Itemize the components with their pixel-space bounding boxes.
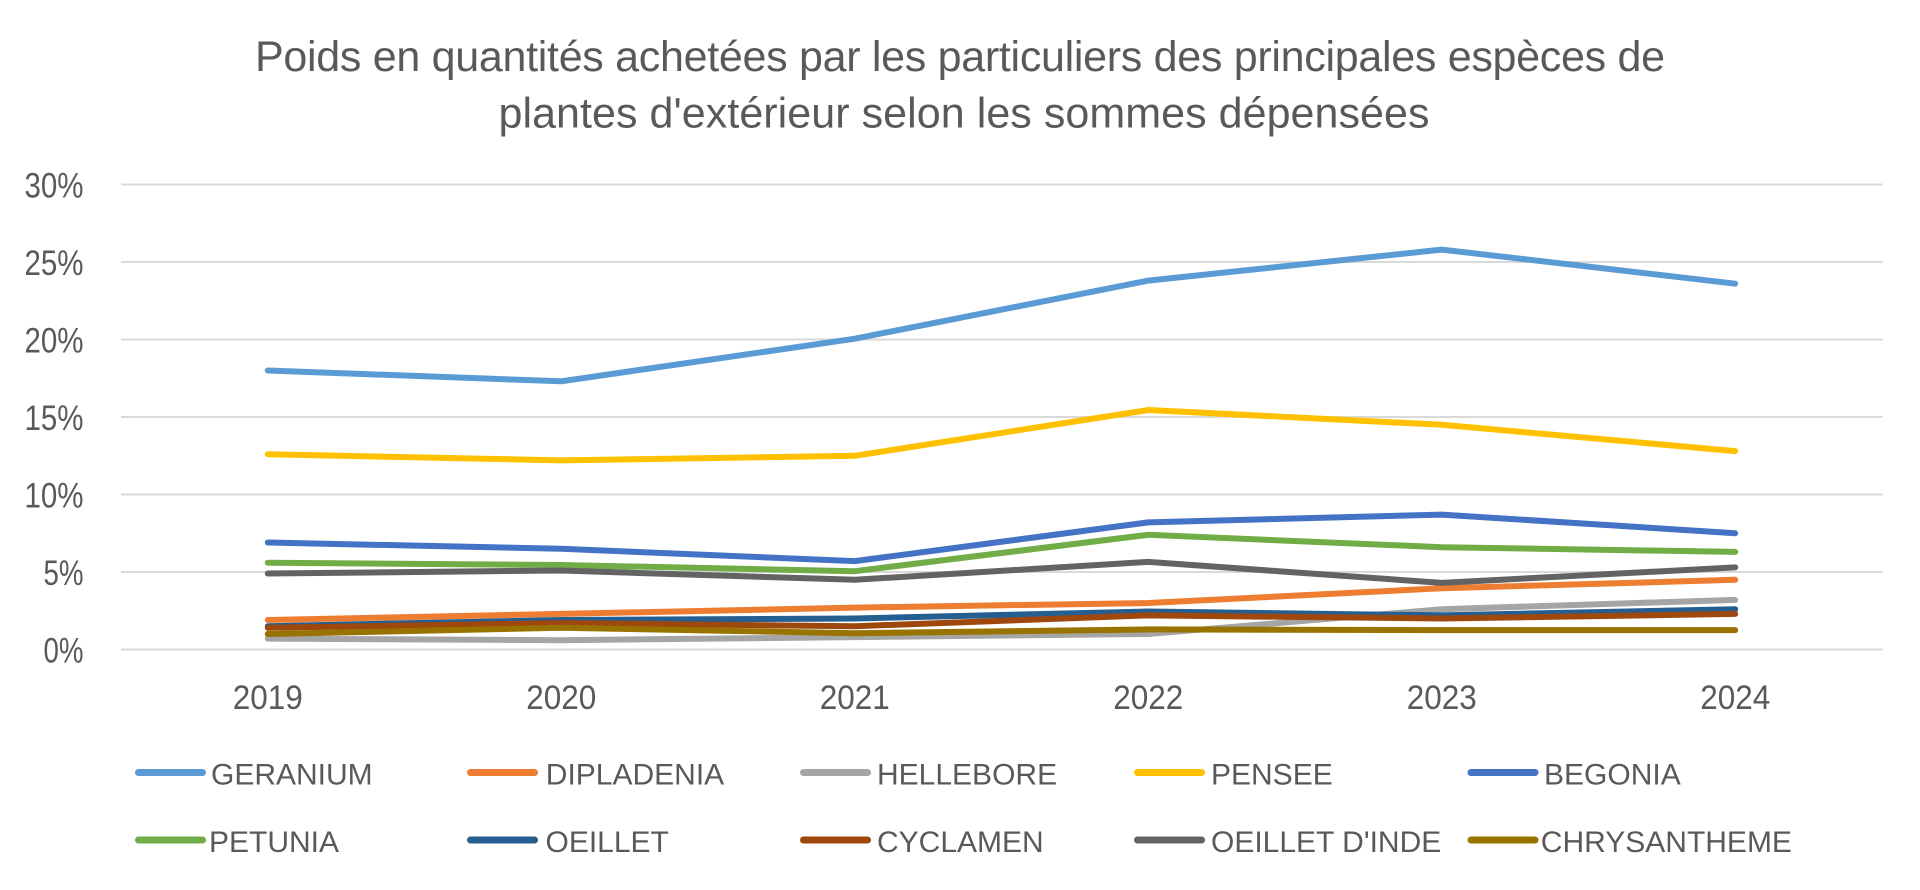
svg-text:5%: 5% [44,554,84,593]
svg-text:CYCLAMEN: CYCLAMEN [877,826,1044,859]
svg-text:OEILLET D'INDE: OEILLET D'INDE [1211,826,1441,859]
svg-text:15%: 15% [25,399,84,438]
svg-text:2019: 2019 [233,679,303,717]
svg-text:10%: 10% [25,476,84,515]
svg-text:OEILLET: OEILLET [546,826,669,859]
svg-text:BEGONIA: BEGONIA [1544,758,1681,791]
svg-text:20%: 20% [25,321,84,360]
svg-text:GERANIUM: GERANIUM [211,758,373,791]
svg-text:plantes d'extérieur selon les: plantes d'extérieur selon les sommes dép… [499,90,1430,138]
svg-text:DIPLADENIA: DIPLADENIA [546,758,724,791]
svg-text:25%: 25% [25,244,84,283]
svg-text:PETUNIA: PETUNIA [209,826,339,859]
svg-text:2023: 2023 [1407,679,1477,717]
svg-text:Poids en quantités achetées pa: Poids en quantités achetées par les part… [255,33,1665,81]
svg-text:PENSEE: PENSEE [1211,758,1333,791]
svg-text:30%: 30% [25,166,84,205]
svg-text:0%: 0% [44,631,84,670]
svg-text:HELLEBORE: HELLEBORE [877,758,1057,791]
svg-text:CHRYSANTHEME: CHRYSANTHEME [1541,826,1792,859]
svg-text:2022: 2022 [1113,679,1183,717]
svg-text:2024: 2024 [1700,679,1770,717]
svg-text:2020: 2020 [526,679,596,717]
svg-text:2021: 2021 [820,679,890,717]
